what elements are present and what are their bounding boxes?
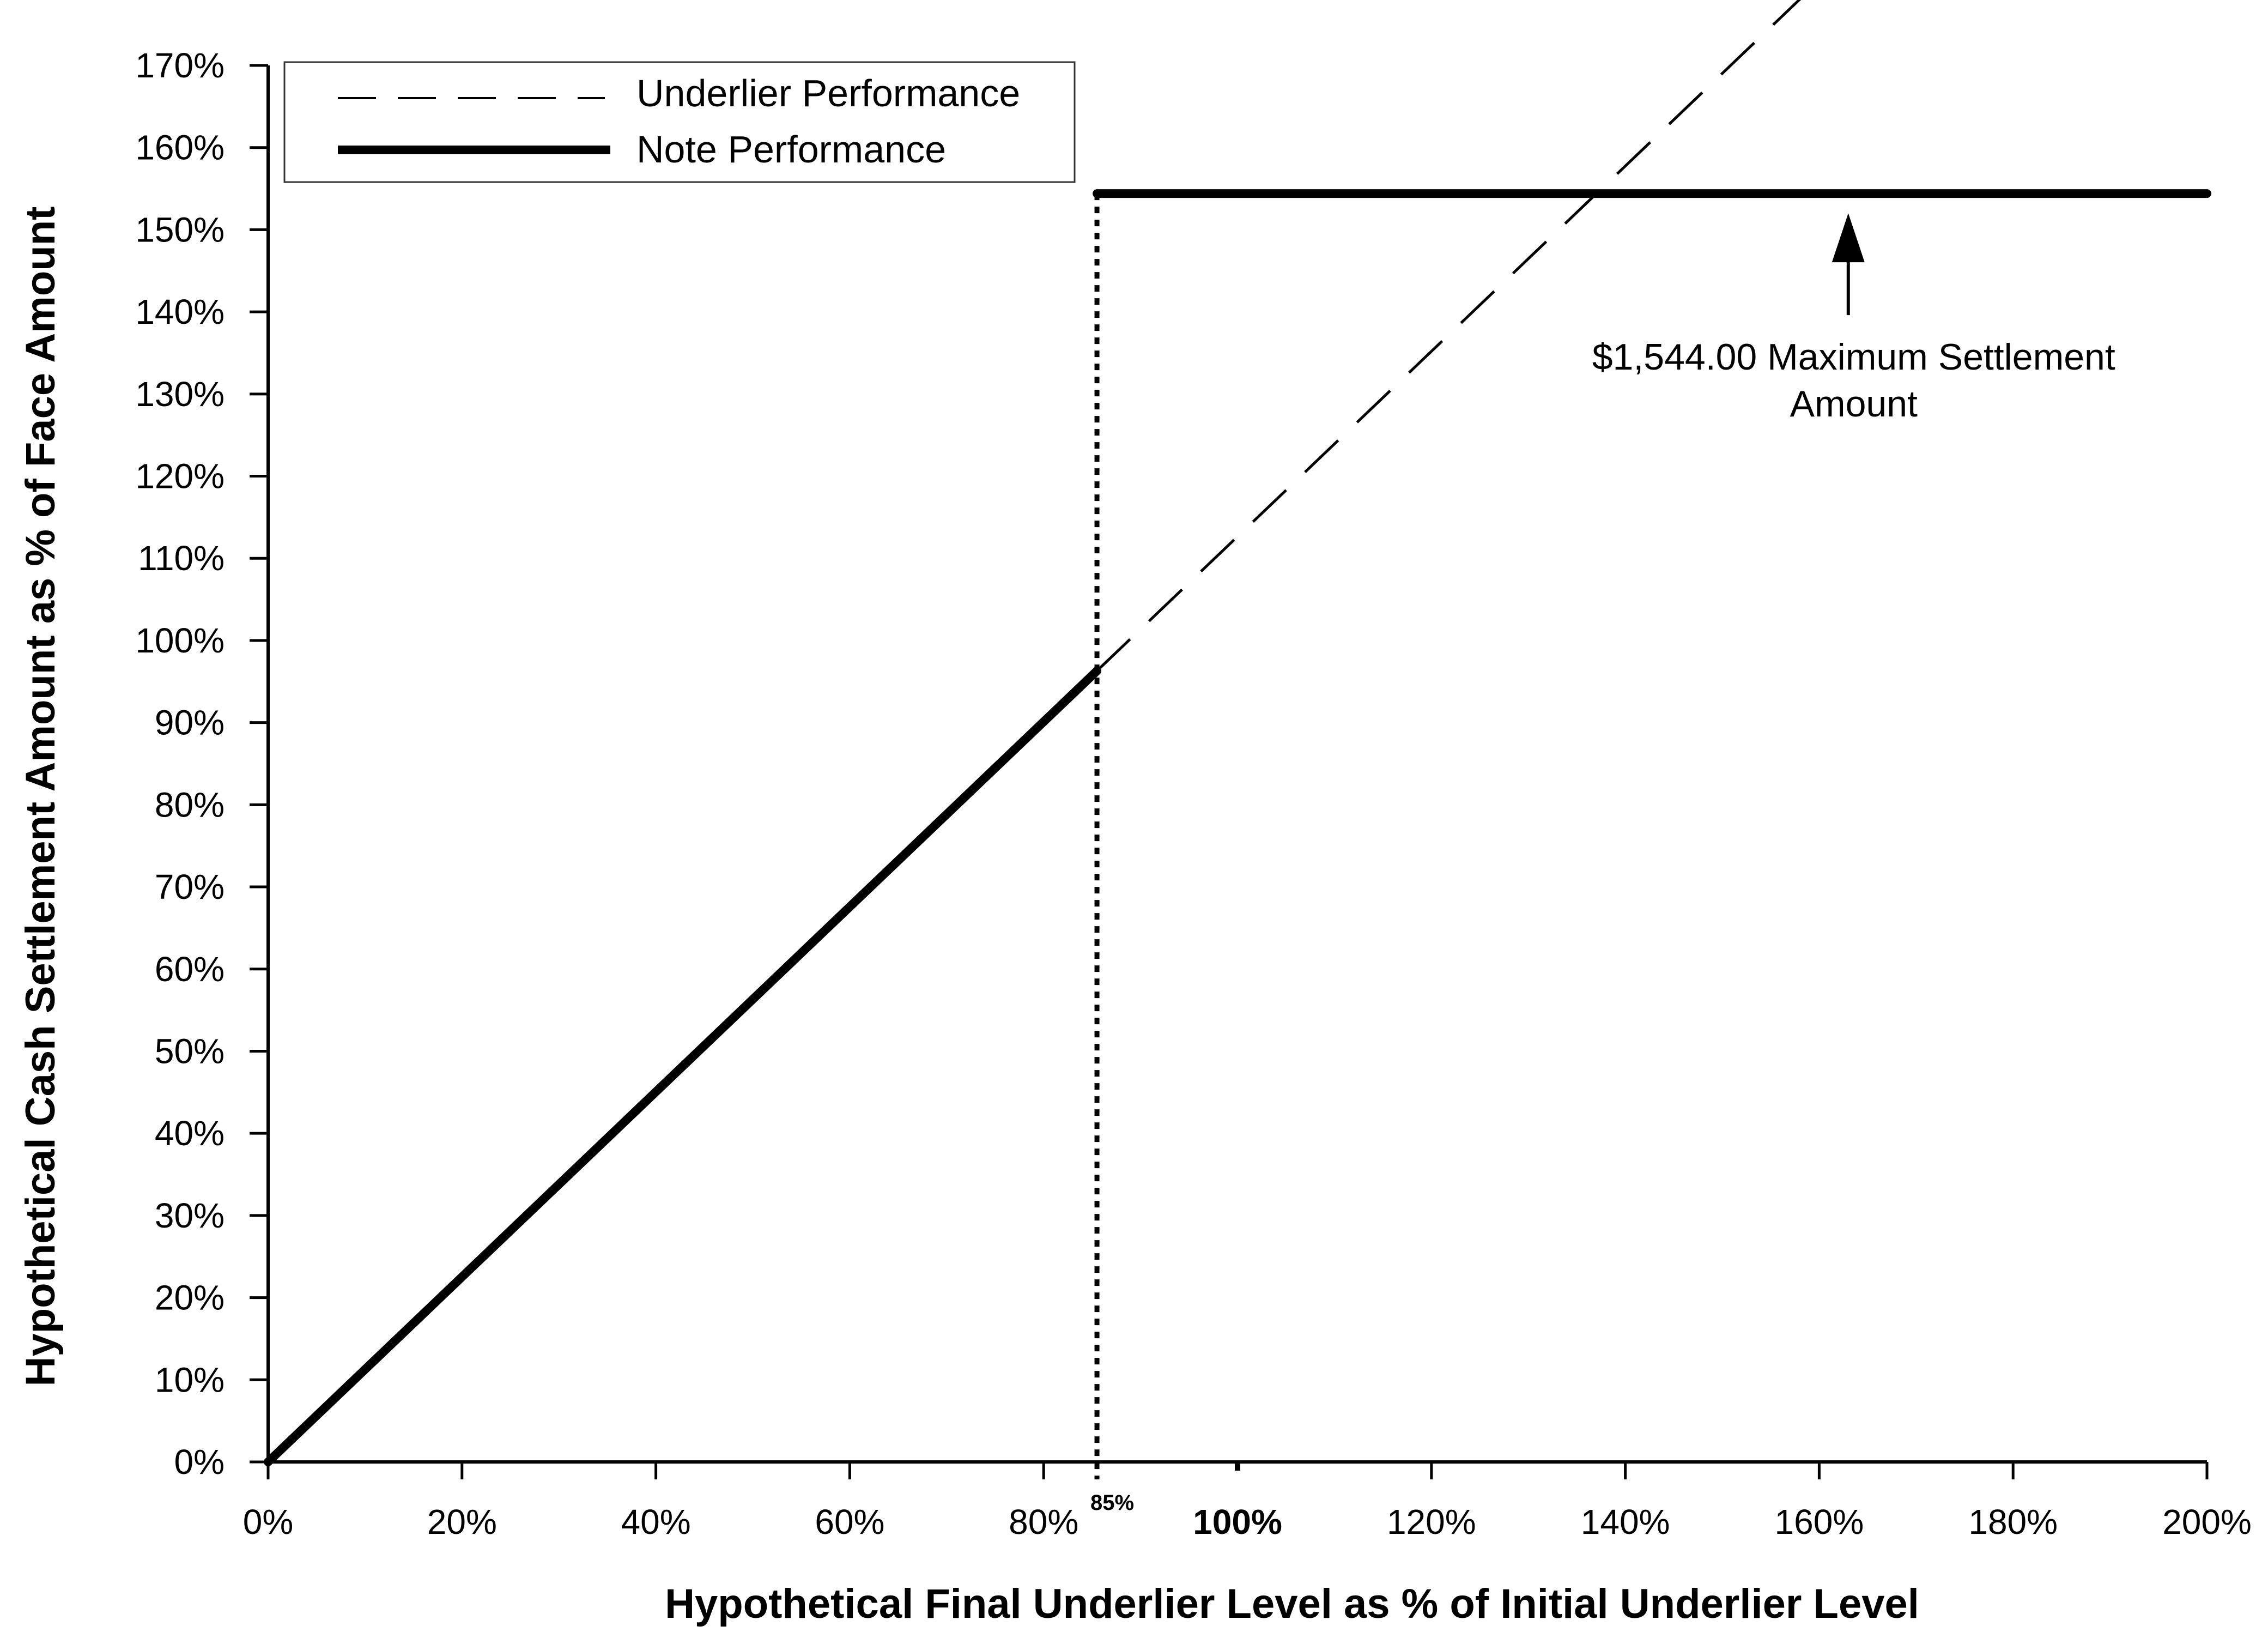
y-tick-label: 70% — [155, 867, 225, 906]
y-tick-label: 170% — [135, 46, 225, 85]
y-tick-label: 10% — [155, 1360, 225, 1399]
x-tick-label: 100% — [1193, 1502, 1282, 1542]
note-performance-line — [264, 666, 1102, 1466]
plot-series — [264, 0, 2211, 1466]
y-tick-label: 30% — [155, 1196, 225, 1235]
threshold-label: 85% — [1090, 1491, 1134, 1515]
x-tick-label: 40% — [621, 1502, 691, 1542]
y-tick-label: 80% — [155, 785, 225, 824]
y-axis-ticks: 0% 10% 20% 30% 40% 50% 60% 70% 80% 90% 100% 110% 120… — [135, 46, 268, 1482]
y-tick-label: 100% — [135, 621, 225, 660]
annotation-group: $1,544.00 Maximum Settlement Amount — [1592, 213, 2115, 425]
y-tick-label: 120% — [135, 457, 225, 496]
x-tick-label: 120% — [1387, 1502, 1476, 1542]
annotation-text-line: $1,544.00 Maximum Settlement — [1592, 336, 2115, 378]
x-tick-label: 60% — [815, 1502, 884, 1542]
axes — [266, 65, 2207, 1464]
x-tick-label: 20% — [427, 1502, 497, 1542]
y-tick-label: 20% — [155, 1278, 225, 1317]
legend-box — [283, 61, 1076, 183]
x-tick-label: 200% — [2162, 1502, 2252, 1542]
x-tick-label: 80% — [1009, 1502, 1078, 1542]
y-tick-label: 150% — [135, 210, 225, 249]
underlier-performance-line — [1096, 0, 1802, 672]
y-tick-label: 90% — [155, 703, 225, 742]
x-axis-ticks: 0% 20% 40% 60% 80% 100% 120% 140% 160% 180% 200% — [243, 1462, 2252, 1542]
y-tick-label: 60% — [155, 950, 225, 989]
x-axis-title: Hypothetical Final Underlier Level as % … — [665, 1581, 1919, 1627]
annotation-arrowhead — [1832, 213, 1865, 263]
y-tick-label: 40% — [155, 1114, 225, 1153]
y-tick-label: 110% — [138, 539, 225, 578]
y-tick-label: 0% — [174, 1442, 225, 1482]
y-tick-label: 140% — [135, 292, 225, 331]
legend-label-underlier: Underlier Performance — [636, 72, 1020, 114]
x-tick-label: 160% — [1775, 1502, 1864, 1542]
y-tick-label: 130% — [135, 374, 225, 414]
x-tick-label: 140% — [1581, 1502, 1670, 1542]
y-axis-title: Hypothetical Cash Settlement Amount as %… — [17, 207, 64, 1387]
annotation-text-line: Amount — [1790, 383, 1918, 425]
reference-line-group: 85% — [1090, 194, 1134, 1515]
legend: Underlier Performance Note Performance — [283, 61, 1076, 183]
x-tick-label: 0% — [243, 1502, 294, 1542]
legend-label-note: Note Performance — [636, 128, 946, 171]
y-tick-label: 160% — [135, 128, 225, 167]
x-tick-label: 180% — [1968, 1502, 2058, 1542]
y-tick-label: 50% — [155, 1031, 225, 1071]
